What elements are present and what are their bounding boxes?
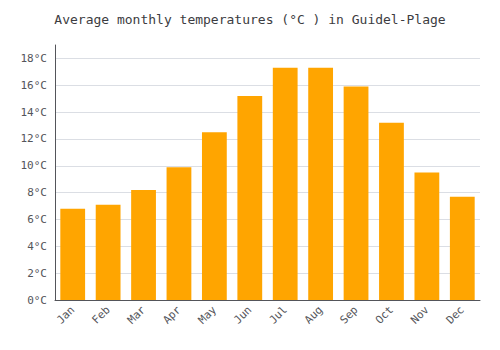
svg-text:Jun: Jun bbox=[231, 303, 254, 326]
svg-text:6°C: 6°C bbox=[27, 213, 47, 226]
svg-text:Apr: Apr bbox=[160, 303, 183, 326]
svg-text:Mar: Mar bbox=[125, 303, 148, 326]
svg-text:16°C: 16°C bbox=[21, 79, 48, 92]
svg-text:Jan: Jan bbox=[54, 303, 77, 326]
svg-text:Dec: Dec bbox=[444, 303, 467, 326]
svg-text:May: May bbox=[196, 303, 219, 326]
svg-text:Sep: Sep bbox=[337, 303, 360, 326]
svg-text:Average monthly temperatures (: Average monthly temperatures (°C ) in Gu… bbox=[54, 12, 446, 27]
svg-text:Feb: Feb bbox=[89, 303, 112, 326]
svg-text:Nov: Nov bbox=[408, 303, 431, 326]
svg-text:18°C: 18°C bbox=[21, 52, 48, 65]
svg-text:8°C: 8°C bbox=[27, 186, 47, 199]
svg-text:Aug: Aug bbox=[302, 303, 325, 326]
svg-text:2°C: 2°C bbox=[27, 267, 47, 280]
svg-text:12°C: 12°C bbox=[21, 132, 48, 145]
svg-text:4°C: 4°C bbox=[27, 240, 47, 253]
svg-text:14°C: 14°C bbox=[21, 106, 48, 119]
svg-text:Oct: Oct bbox=[373, 303, 396, 326]
svg-text:10°C: 10°C bbox=[21, 159, 48, 172]
svg-text:Jul: Jul bbox=[267, 303, 290, 326]
svg-text:0°C: 0°C bbox=[27, 294, 47, 307]
